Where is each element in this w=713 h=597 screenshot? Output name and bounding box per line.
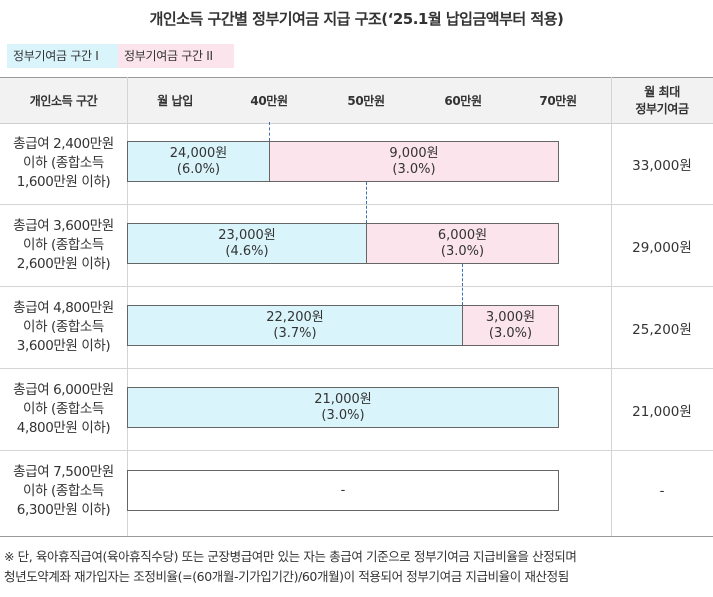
row-label-line1: 총급여 4,800만원 <box>13 300 114 316</box>
tier2-bar: 3,000원 (3.0%) <box>462 305 559 346</box>
footnote-line2: 청년도약계좌 재가입자는 조정비율(=(60개월-기가입기간)/60개월)이 적… <box>4 569 569 584</box>
tier1-amount: 23,000원 <box>218 227 276 243</box>
row-label-line3: 2,600만원 이하) <box>16 256 111 272</box>
header-tick-50: 50만원 <box>347 94 385 108</box>
tier1-bar: 23,000원 (4.6%) <box>127 223 367 264</box>
header-tick-70: 70만원 <box>539 94 577 108</box>
header-max-line2: 정부기여금 <box>635 101 689 116</box>
no-contribution-bar: - <box>127 470 559 511</box>
tier1-bar: 24,000원 (6.0%) <box>127 141 270 182</box>
row-label-line2: 이하 (종합소득 <box>23 319 104 335</box>
tier1-bar: 21,000원 (3.0%) <box>127 387 559 428</box>
tier2-rate: (3.0%) <box>488 325 533 341</box>
header-monthly-payment: 월 납입 <box>157 94 193 108</box>
header-tick-40: 40만원 <box>250 94 288 108</box>
tier1-rate: (6.0%) <box>176 161 221 177</box>
row-income-label: 총급여 2,400만원 이하 (종합소득 1,600만원 이하) <box>0 135 127 192</box>
row-income-label: 총급여 3,600만원 이하 (종합소득 2,600만원 이하) <box>0 217 127 274</box>
row-income-label: 총급여 6,000만원 이하 (종합소득 4,800만원 이하) <box>0 381 127 438</box>
row-label-line1: 총급여 3,600만원 <box>13 218 114 234</box>
tier1-rate: (3.7%) <box>273 325 317 341</box>
tier1-amount: 22,200원 <box>266 309 324 325</box>
row-label-line3: 1,600만원 이하) <box>16 174 111 190</box>
max-contribution-value: 33,000원 <box>632 158 692 174</box>
row-divider <box>0 286 713 287</box>
row-income-label: 총급여 4,800만원 이하 (종합소득 3,600만원 이하) <box>0 299 127 356</box>
row-label-line2: 이하 (종합소득 <box>23 155 104 171</box>
tier1-rate: (3.0%) <box>321 407 365 423</box>
row-label-line2: 이하 (종합소득 <box>23 401 104 417</box>
tier2-amount: 6,000원 <box>437 227 488 243</box>
tier2-amount: 9,000원 <box>389 145 439 161</box>
header-max-line1: 월 최대 <box>644 84 680 99</box>
row-label-line3: 3,600만원 이하) <box>16 338 111 354</box>
table-header: 개인소득 구간 월 납입 40만원 50만원 60만원 70만원 월 최대 정부… <box>0 77 713 124</box>
row-divider <box>0 204 713 205</box>
row-divider <box>0 450 713 451</box>
legend-tier1: 정부기여금 구간 I <box>7 44 123 68</box>
tier2-rate: (3.0%) <box>392 161 436 177</box>
threshold-guide-line <box>462 264 463 305</box>
tier2-bar: 9,000원 (3.0%) <box>269 141 559 182</box>
header-max-contribution: 월 최대 정부기여금 <box>611 78 713 123</box>
row-label-line1: 총급여 6,000만원 <box>13 382 114 398</box>
footnote-line1: ※ 단, 육아휴직급여(육아휴직수당) 또는 군장병급여만 있는 자는 총급여 … <box>4 549 577 564</box>
row-divider <box>0 368 713 369</box>
tier1-rate: (4.6%) <box>225 243 269 259</box>
threshold-guide-line <box>366 182 367 223</box>
tier1-amount: 21,000원 <box>314 391 372 407</box>
max-contribution-value: 25,200원 <box>632 322 692 338</box>
row-label-line1: 총급여 7,500만원 <box>13 464 114 480</box>
row-label-line2: 이하 (종합소득 <box>23 483 104 499</box>
max-contribution-value: 29,000원 <box>632 240 692 256</box>
table-bottom-border <box>0 536 713 537</box>
tier2-rate: (3.0%) <box>440 243 485 259</box>
row-label-line2: 이하 (종합소득 <box>23 237 104 253</box>
header-tick-60: 60만원 <box>444 94 482 108</box>
row-label-line3: 6,300만원 이하) <box>16 502 111 518</box>
max-contribution-value: 21,000원 <box>632 404 692 420</box>
tier1-bar: 22,200원 (3.7%) <box>127 305 463 346</box>
tier2-amount: 3,000원 <box>485 309 536 325</box>
tier2-bar: 6,000원 (3.0%) <box>366 223 559 264</box>
page-title: 개인소득 구간별 정부기여금 지급 구조(‘25.1월 납입금액부터 적용) <box>149 10 564 28</box>
row-income-label: 총급여 7,500만원 이하 (종합소득 6,300만원 이하) <box>0 463 127 520</box>
threshold-guide-line <box>269 122 270 141</box>
footnote: ※ 단, 육아휴직급여(육아휴직수당) 또는 군장병급여만 있는 자는 총급여 … <box>4 547 710 587</box>
row-label-line1: 총급여 2,400만원 <box>13 136 114 152</box>
row-label-line3: 4,800만원 이하) <box>16 420 111 436</box>
tier1-amount: 24,000원 <box>169 145 228 161</box>
no-contribution-text: - <box>340 482 346 498</box>
column-divider-right <box>611 77 612 536</box>
max-contribution-value: - <box>659 483 665 499</box>
legend-tier2: 정부기여금 구간 II <box>118 44 234 68</box>
header-income-range: 개인소득 구간 <box>29 94 98 108</box>
